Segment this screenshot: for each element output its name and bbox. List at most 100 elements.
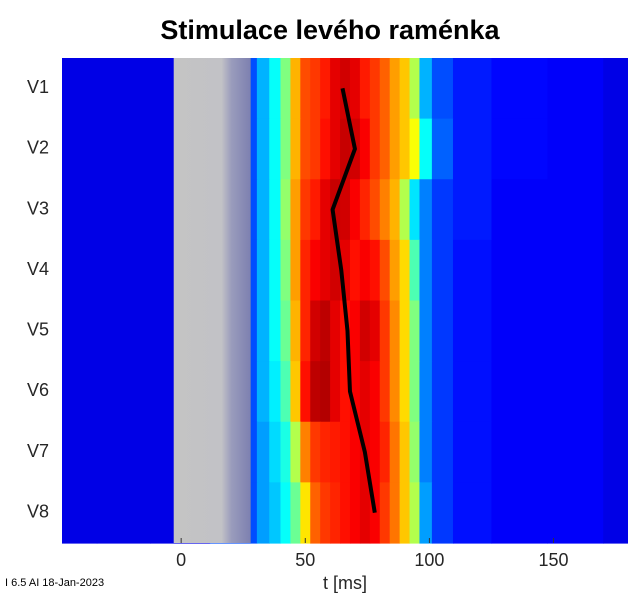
heat-cell	[96, 58, 151, 120]
heat-cell	[419, 58, 433, 120]
heat-cell	[310, 361, 321, 423]
heat-cell	[320, 118, 331, 180]
y-tick-label: V6	[27, 380, 49, 400]
x-tick-label: 50	[295, 550, 315, 570]
heat-cell	[62, 421, 98, 483]
heat-cell	[419, 421, 433, 483]
heat-cell	[359, 118, 371, 180]
heat-cell	[310, 239, 321, 302]
heat-cell	[399, 361, 411, 423]
heat-cell	[359, 58, 371, 120]
heat-cell	[379, 421, 391, 483]
heat-cell	[256, 482, 270, 544]
heat-cell	[256, 58, 270, 120]
heat-cell	[280, 239, 291, 302]
heat-cell	[359, 361, 371, 423]
heat-cell	[269, 58, 282, 120]
heat-cell	[452, 361, 493, 423]
heat-cell	[379, 58, 391, 120]
heat-cell	[431, 361, 454, 423]
heat-cell	[349, 179, 361, 241]
heat-cell	[62, 179, 98, 241]
heat-cell	[62, 239, 98, 302]
heat-cell	[320, 300, 331, 362]
heat-cell	[452, 179, 493, 241]
heat-cell	[419, 179, 433, 241]
heat-cell	[320, 421, 331, 483]
heat-cell	[431, 239, 454, 302]
heat-cell	[330, 421, 341, 483]
heat-cell	[452, 118, 493, 180]
heat-cell	[290, 482, 301, 544]
heat-cell	[330, 239, 341, 302]
heat-cell	[419, 482, 433, 544]
heat-cell	[349, 300, 361, 362]
heat-cell	[452, 300, 493, 362]
heat-cell	[379, 300, 391, 362]
heat-cell	[369, 361, 381, 423]
heat-cell	[330, 300, 341, 362]
heat-cell	[330, 179, 341, 241]
heat-cell	[269, 482, 282, 544]
heat-cell	[290, 361, 301, 423]
heat-cell	[256, 300, 270, 362]
heat-cell	[290, 300, 301, 362]
heat-cell	[330, 361, 341, 423]
heat-cell	[409, 239, 421, 302]
heat-cell	[409, 421, 421, 483]
heat-cell	[452, 239, 493, 302]
heat-cell	[431, 118, 454, 180]
heat-cell	[96, 239, 151, 302]
heat-cell	[389, 118, 401, 180]
heat-cell	[379, 361, 391, 423]
heat-cell	[290, 179, 301, 241]
heat-cell	[409, 118, 421, 180]
heat-cell	[349, 58, 361, 120]
heat-cell	[547, 300, 604, 362]
heat-cell	[452, 421, 493, 483]
heat-cell	[330, 482, 341, 544]
heat-cell	[290, 58, 301, 120]
heat-cell	[369, 421, 381, 483]
heat-cell	[603, 118, 628, 180]
heat-cell	[399, 421, 411, 483]
heat-cell	[280, 482, 291, 544]
y-tick-label: V5	[27, 320, 49, 340]
heat-cell	[399, 482, 411, 544]
heat-cell	[96, 361, 151, 423]
heat-cell	[310, 179, 321, 241]
chart-title: Stimulace levého raménka	[160, 15, 500, 45]
heat-cell	[310, 482, 321, 544]
heat-cell	[300, 300, 311, 362]
heat-cell	[369, 300, 381, 362]
heat-cell	[320, 179, 331, 241]
heat-cell	[269, 361, 282, 423]
blanking-interval	[173, 58, 251, 543]
heat-cell	[330, 118, 341, 180]
overlay	[173, 58, 377, 543]
heat-cell	[62, 118, 98, 180]
heat-cell	[96, 421, 151, 483]
heat-cell	[419, 361, 433, 423]
footer: I 6.5 AI 18-Jan-2023	[5, 577, 104, 589]
heat-cell	[419, 300, 433, 362]
heat-cell	[359, 482, 371, 544]
heat-cell	[269, 421, 282, 483]
heat-cell	[310, 118, 321, 180]
heat-cell	[389, 179, 401, 241]
heat-cell	[256, 361, 270, 423]
heat-cell	[280, 300, 291, 362]
heat-cell	[547, 58, 604, 120]
heat-cell	[280, 58, 291, 120]
heat-cell	[96, 482, 151, 544]
heat-cell	[359, 179, 371, 241]
heat-cell	[340, 118, 351, 180]
heat-cell	[409, 300, 421, 362]
heat-cell	[280, 179, 291, 241]
heat-cell	[431, 421, 454, 483]
heat-cell	[491, 118, 548, 180]
heat-cell	[96, 118, 151, 180]
heat-cell	[340, 300, 351, 362]
heat-cell	[491, 58, 548, 120]
